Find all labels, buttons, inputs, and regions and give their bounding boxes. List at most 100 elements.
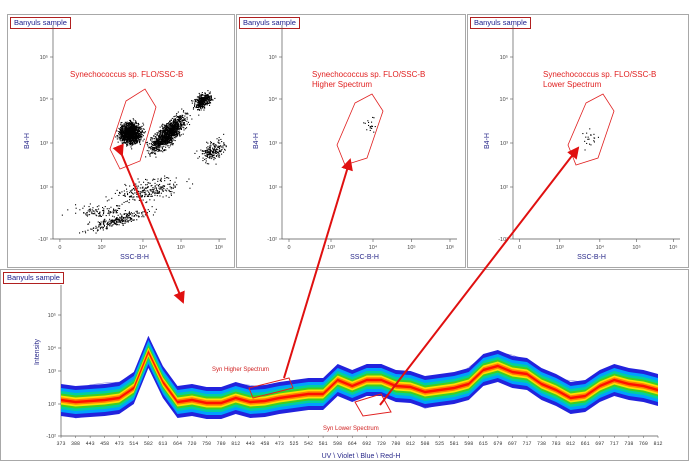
data-point <box>201 150 203 152</box>
data-point <box>159 137 161 139</box>
x-tick-label: 664 <box>173 441 182 447</box>
data-point <box>156 189 158 191</box>
data-point <box>163 135 165 137</box>
data-point <box>97 221 99 223</box>
data-point <box>184 124 186 126</box>
data-point <box>184 118 186 120</box>
data-point <box>179 115 181 117</box>
data-point <box>162 140 164 142</box>
data-point <box>79 232 81 234</box>
data-point <box>169 186 171 188</box>
x-tick-label: 720 <box>188 441 197 447</box>
data-point <box>129 141 131 143</box>
data-point <box>125 138 127 140</box>
data-point <box>138 137 140 139</box>
data-point <box>143 138 145 140</box>
data-point <box>183 122 185 124</box>
data-point <box>177 126 179 128</box>
data-point <box>173 125 175 127</box>
data-point <box>165 133 167 135</box>
data-point <box>144 193 146 195</box>
data-point <box>128 220 130 222</box>
data-point <box>141 125 143 127</box>
data-point <box>158 143 160 145</box>
y-axis-label: B4-H <box>253 133 260 149</box>
data-point <box>161 132 163 134</box>
data-point <box>99 224 101 226</box>
data-point <box>196 102 198 104</box>
data-point <box>156 184 158 186</box>
data-point <box>160 192 162 194</box>
data-point <box>125 124 127 126</box>
data-point <box>204 98 206 100</box>
data-point <box>221 141 223 143</box>
data-point <box>172 129 174 131</box>
data-point <box>137 127 139 129</box>
data-point <box>164 128 166 130</box>
data-point <box>174 119 176 121</box>
data-point <box>124 194 126 196</box>
data-point <box>82 231 84 233</box>
data-point <box>131 135 133 137</box>
data-point <box>204 107 206 109</box>
data-point <box>166 128 168 130</box>
data-point <box>138 138 140 140</box>
data-point <box>135 126 137 128</box>
data-point <box>152 142 154 144</box>
data-point <box>177 117 179 119</box>
data-point <box>121 130 123 132</box>
data-point <box>130 140 132 142</box>
data-point <box>156 192 158 194</box>
data-point <box>139 127 141 129</box>
data-point <box>136 127 138 129</box>
data-point <box>116 212 118 214</box>
data-point <box>154 133 156 135</box>
data-point <box>126 134 128 136</box>
data-point <box>121 124 123 126</box>
data-point <box>120 122 122 124</box>
data-point <box>195 99 197 101</box>
data-point <box>177 124 179 126</box>
data-point <box>175 127 177 129</box>
data-point <box>93 213 95 215</box>
data-point <box>131 139 133 141</box>
data-point <box>141 212 143 214</box>
data-point <box>144 131 146 133</box>
data-point <box>144 196 146 198</box>
data-point <box>155 192 157 194</box>
data-point <box>182 111 184 113</box>
data-point <box>176 113 178 115</box>
data-point <box>366 129 368 131</box>
data-point <box>172 121 174 123</box>
y-tick-label: -10² <box>267 237 277 243</box>
data-point <box>205 103 207 105</box>
data-point <box>174 131 176 133</box>
data-point <box>122 140 124 142</box>
data-point <box>162 137 164 139</box>
data-point <box>147 195 149 197</box>
data-point <box>145 156 147 158</box>
data-point <box>172 131 174 133</box>
data-point <box>176 131 178 133</box>
data-point <box>137 123 139 125</box>
data-point <box>61 214 63 216</box>
data-point <box>150 143 152 145</box>
data-point <box>178 125 180 127</box>
data-point <box>83 212 85 214</box>
data-point <box>128 212 130 214</box>
data-point <box>135 128 137 130</box>
data-point <box>169 145 171 147</box>
data-point <box>98 208 100 210</box>
data-point <box>160 138 162 140</box>
data-point <box>196 104 198 106</box>
data-point <box>133 135 135 137</box>
data-point <box>163 145 165 147</box>
gate-label: Synechococcus sp. FLO/SSC-B <box>312 70 425 79</box>
data-point <box>121 203 123 205</box>
data-point <box>125 136 127 138</box>
x-tick-label: 812 <box>653 441 662 447</box>
data-point <box>102 229 104 231</box>
data-point <box>174 124 176 126</box>
data-point <box>131 125 133 127</box>
data-point <box>125 135 127 137</box>
